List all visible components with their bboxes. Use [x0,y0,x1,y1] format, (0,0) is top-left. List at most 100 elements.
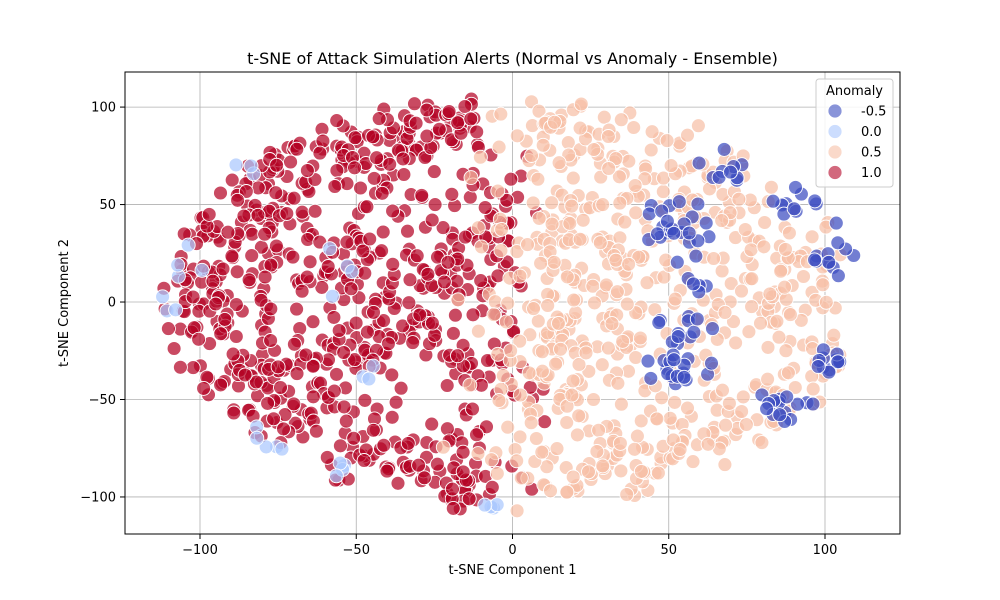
data-point [445,500,461,516]
data-point [305,389,321,405]
data-point [617,214,633,230]
data-point [465,307,481,323]
data-point [676,369,692,385]
data-point [521,365,537,381]
data-point [598,277,614,293]
data-point [666,225,682,241]
data-point [286,336,302,352]
data-point [230,192,246,208]
data-point [615,333,631,349]
data-point [444,186,460,202]
data-point [420,266,436,282]
data-point [257,226,273,242]
data-point [462,189,478,205]
data-point [436,274,452,290]
data-point [717,457,733,473]
legend-marker [827,165,843,180]
data-point [339,176,355,192]
data-point [714,263,730,279]
data-point [493,106,509,122]
data-point [734,404,750,419]
data-point [500,295,516,311]
data-point [217,311,233,327]
data-point [691,155,707,171]
data-point [604,316,620,332]
data-point [568,305,584,321]
data-point [591,422,607,438]
data-point [355,243,371,259]
data-point [612,435,628,451]
data-point [319,449,335,465]
data-point [572,231,588,247]
data-point [419,128,435,144]
data-point [765,193,781,209]
data-point [551,155,567,171]
data-point [810,359,826,374]
data-point [390,475,406,491]
data-point [359,324,375,340]
data-point [698,215,714,231]
data-point [763,179,779,195]
data-point [534,344,550,360]
data-point [385,256,401,272]
data-point [244,226,260,242]
data-point [633,463,649,479]
data-point [455,444,471,460]
data-point [826,327,842,343]
data-point [298,347,314,363]
data-point [474,239,489,255]
data-point [500,419,516,435]
data-point [559,484,575,500]
data-point [205,273,221,289]
data-point [439,378,455,393]
axis-ticks: −100 −50 0 50 100 −100 −50 0 50 100 [80,101,837,558]
series-neg0_5 [640,141,862,429]
data-point [244,248,260,264]
data-point [384,367,400,383]
data-point [559,269,575,285]
data-point [344,264,360,280]
data-point [424,416,440,432]
legend-entry-label: 0.0 [861,125,882,140]
data-point [551,315,566,331]
data-point [628,205,644,221]
data-point [807,252,823,268]
data-point [804,229,820,245]
data-point [450,292,466,308]
data-point [427,197,443,213]
data-point [520,237,535,253]
data-point [619,296,635,312]
data-point [356,453,372,468]
data-point [773,263,789,279]
data-point [395,151,411,167]
data-point [224,248,240,264]
data-point [338,413,354,429]
data-point [449,273,465,289]
data-point [300,232,316,247]
data-point [575,212,591,228]
data-point [489,466,505,481]
data-point [312,145,328,161]
data-point [526,301,541,317]
data-point [779,389,795,405]
data-point [685,454,701,470]
data-point [369,150,385,166]
data-point [530,313,546,329]
data-point [780,365,796,381]
data-point [643,370,659,386]
data-point [357,265,373,281]
data-point [384,409,400,425]
data-point [621,256,637,272]
data-point [243,158,259,174]
data-point [213,377,229,393]
data-point [191,331,207,347]
data-point [435,439,451,455]
data-point [314,279,330,295]
data-point [778,343,794,359]
legend-marker [827,103,843,119]
data-point [196,380,212,396]
legend-entry-label: -0.5 [861,105,886,120]
data-point [248,374,264,390]
x-tick-label: 50 [660,543,677,558]
data-point [225,346,241,362]
